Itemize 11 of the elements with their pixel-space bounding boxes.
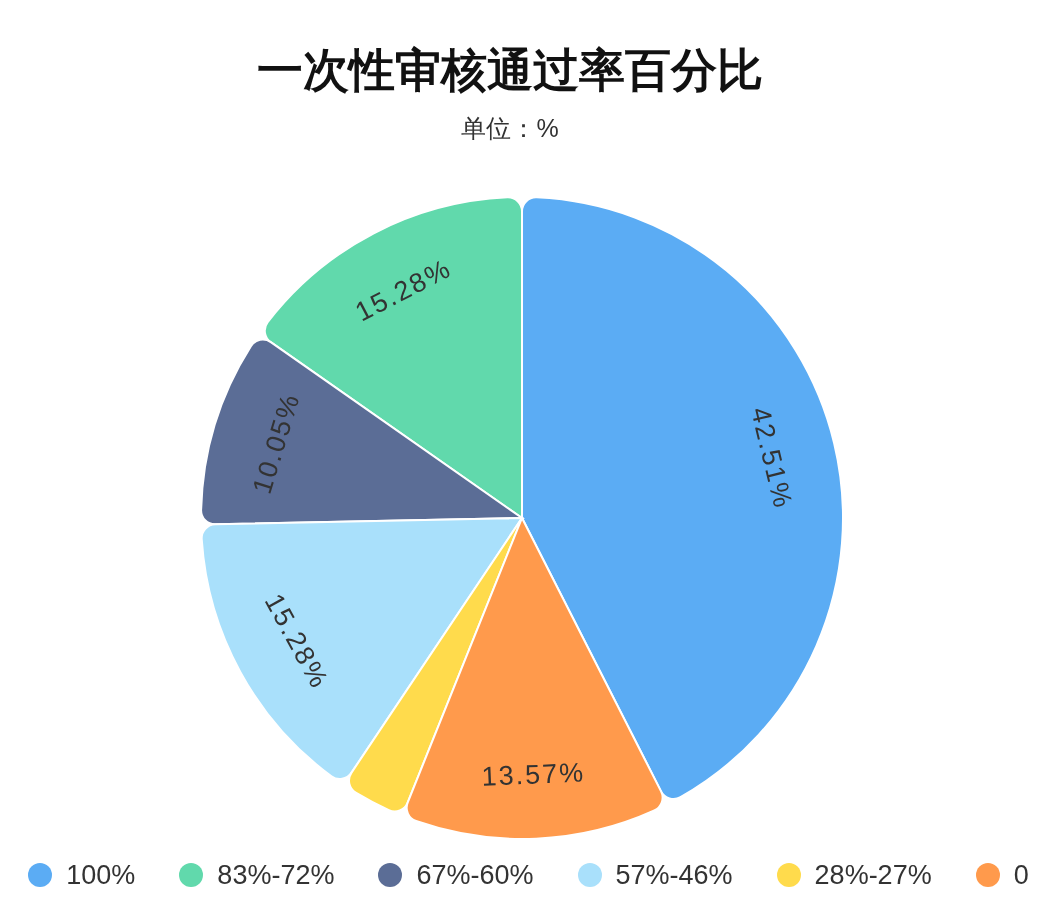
legend-label: 28%-27% <box>814 859 932 891</box>
legend-label: 0 <box>1013 859 1029 891</box>
chart-title: 一次性审核通过率百分比 <box>256 43 764 98</box>
legend-label: 83%-72% <box>217 859 335 891</box>
legend-label: 67%-60% <box>416 859 534 891</box>
data-label: 42.51% <box>745 404 799 512</box>
data-label: 10.05% <box>246 389 306 498</box>
legend-label: 100% <box>66 859 136 891</box>
legend-label: 57%-46% <box>615 859 733 891</box>
chart-subtitle: 单位：% <box>460 113 560 144</box>
data-label: 13.57% <box>480 757 586 792</box>
